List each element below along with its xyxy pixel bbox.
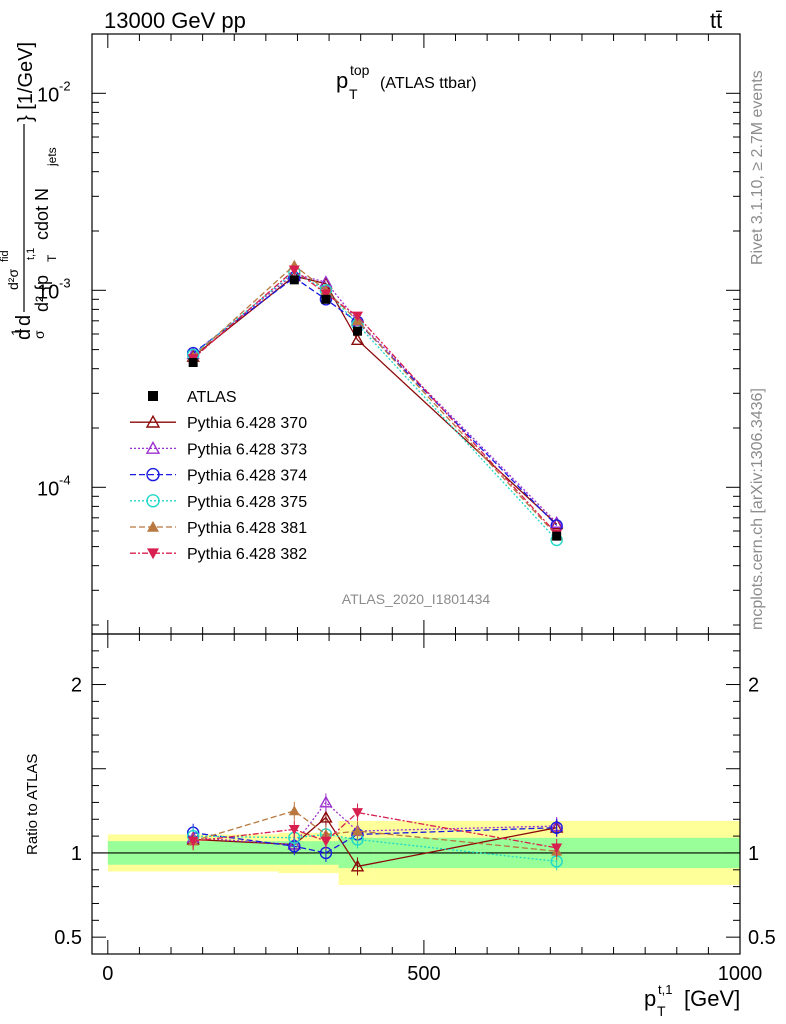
series-point xyxy=(350,332,365,346)
legend-marker xyxy=(145,440,161,454)
data-point xyxy=(289,275,299,285)
ratio-series-point xyxy=(350,859,365,872)
ratio-series-point xyxy=(319,810,333,823)
y-tick-label: 10 xyxy=(37,478,59,500)
y-tick-label: 10 xyxy=(37,281,59,303)
ratio-tick-label-right: 1 xyxy=(748,843,759,865)
ratio-frame xyxy=(91,633,741,955)
svg-text:t,1: t,1 xyxy=(25,248,37,260)
ratio-series-point xyxy=(550,821,563,834)
svg-text:top: top xyxy=(350,62,370,78)
svg-text:cdot N: cdot N xyxy=(32,188,52,240)
legend-label: Pythia 6.428 381 xyxy=(187,520,307,537)
legend-marker xyxy=(147,521,159,532)
legend-marker xyxy=(147,548,159,560)
x-tick-label: 1000 xyxy=(718,963,763,985)
ratio-series-line xyxy=(193,827,557,854)
legend-label: Pythia 6.428 373 xyxy=(187,441,307,458)
svg-text:d: d xyxy=(13,315,35,326)
svg-text:d: d xyxy=(13,329,35,340)
y-tick-label: 10 xyxy=(37,84,59,106)
ratio-ylabel: Ratio to ATLAS xyxy=(24,754,41,855)
svg-text:σ: σ xyxy=(31,330,47,339)
rivet-label: Rivet 3.1.10, ≥ 2.7M events xyxy=(749,70,766,265)
y-tick-exponent: -3 xyxy=(59,275,71,290)
legend-marker-data xyxy=(148,391,158,401)
ratio-tick-label-left: 1 xyxy=(71,843,82,865)
svg-text:T: T xyxy=(45,254,59,262)
ratio-series-point xyxy=(288,824,300,835)
ratio-tick-label-left: 0.5 xyxy=(54,927,82,949)
svg-text:d²σ: d²σ xyxy=(5,269,21,290)
ratio-tick-label-right: 2 xyxy=(748,675,759,697)
ratio-series-point xyxy=(187,836,199,847)
data-point xyxy=(353,326,363,336)
mcplots-label: mcplots.cern.ch [arXiv:1306.3436] xyxy=(749,388,766,630)
x-axis-label: p T t,1 [GeV] xyxy=(644,982,740,1019)
ratio-series-point xyxy=(551,843,563,854)
analysis-watermark: ATLAS_2020_I1801434 xyxy=(342,591,491,607)
ratio-series-point xyxy=(288,805,300,816)
ratio-tick-label-right: 0.5 xyxy=(748,927,776,949)
ratio-tick-label-left: 2 xyxy=(71,675,82,697)
svg-text:} [1/GeV]: } [1/GeV] xyxy=(15,42,37,122)
ratio-series-point xyxy=(352,808,364,819)
legend-marker xyxy=(146,494,160,508)
svg-text:T: T xyxy=(349,86,358,102)
legend-label: Pythia 6.428 370 xyxy=(187,415,307,432)
plot-title: p T top (ATLAS ttbar) xyxy=(336,62,477,102)
x-tick-label: 500 xyxy=(407,963,440,985)
legend-label: Pythia 6.428 374 xyxy=(187,468,307,485)
series-point xyxy=(549,515,564,528)
x-tick-label: 0 xyxy=(102,963,113,985)
series-point xyxy=(320,289,332,300)
data-point xyxy=(321,294,331,304)
legend-label: Pythia 6.428 382 xyxy=(187,546,307,563)
y-tick-exponent: -4 xyxy=(59,472,71,487)
series-line xyxy=(192,269,558,535)
svg-text:p: p xyxy=(336,68,348,93)
data-point xyxy=(552,531,562,541)
legend-marker xyxy=(145,414,161,428)
svg-text:(ATLAS ttbar): (ATLAS ttbar) xyxy=(380,75,477,92)
ratio-series-point xyxy=(352,825,364,836)
ratio-series-point xyxy=(319,795,333,808)
series-line xyxy=(192,275,558,525)
svg-text:jets: jets xyxy=(45,147,59,167)
y-tick-exponent: -2 xyxy=(59,78,71,93)
svg-text:T: T xyxy=(657,1003,666,1019)
series-line xyxy=(192,273,558,524)
svg-text:p: p xyxy=(644,986,656,1011)
series-point xyxy=(352,311,364,322)
main-ylabel: d 1 σ d d²σ fid d² {p T t,1 cdot N jets … xyxy=(0,42,59,340)
svg-text:d² {p: d² {p xyxy=(32,275,52,312)
data-point xyxy=(188,358,198,368)
legend-marker xyxy=(146,467,160,482)
header-energy: 13000 GeV pp xyxy=(104,8,246,33)
header-process: tt̄ xyxy=(710,8,722,33)
svg-text:fid: fid xyxy=(0,250,11,262)
ratio-series-point xyxy=(320,836,332,847)
series-line xyxy=(192,276,558,526)
svg-text:1: 1 xyxy=(8,328,24,336)
legend-label: Pythia 6.428 375 xyxy=(187,494,307,511)
svg-text:[GeV]: [GeV] xyxy=(684,986,740,1011)
series-point xyxy=(288,265,300,276)
svg-text:t,1: t,1 xyxy=(658,982,672,997)
main-frame xyxy=(91,33,741,635)
legend-label-data: ATLAS xyxy=(187,389,237,406)
